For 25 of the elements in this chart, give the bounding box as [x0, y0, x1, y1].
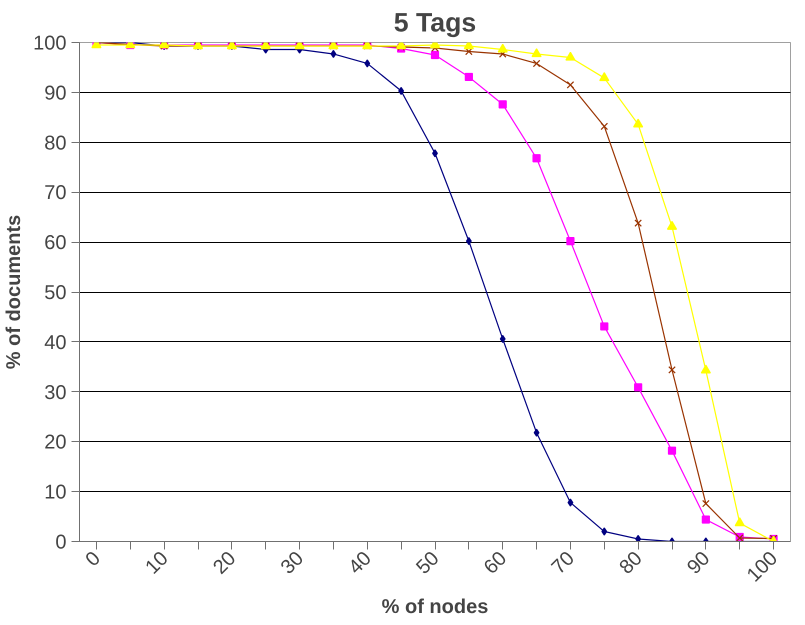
x-tick-label: 60 [480, 547, 512, 579]
y-tick-label: 70 [44, 182, 67, 204]
y-tick-label: 20 [44, 432, 67, 454]
y-tick-label: 0 [55, 532, 66, 554]
chart-title: 5 Tags [394, 8, 476, 38]
y-tick-label: 30 [44, 382, 67, 404]
y-tick-label: 50 [44, 282, 67, 304]
x-tick-label: 40 [344, 547, 376, 579]
x-axis-title: % of nodes [382, 596, 488, 618]
y-tick-label: 40 [44, 332, 67, 354]
x-tick-label: 70 [548, 547, 579, 579]
x-tick-label: 0 [81, 547, 105, 571]
y-tick-label: 90 [44, 82, 67, 104]
y-tick-label: 60 [44, 232, 67, 254]
y-axis-title: % of documents [3, 214, 26, 370]
x-tick-label: 20 [209, 547, 240, 579]
x-tick-label: 80 [615, 547, 647, 579]
x-tick-label: 90 [683, 547, 714, 579]
x-tick-label: 100 [742, 547, 782, 587]
x-tick-label: 50 [412, 547, 444, 579]
y-tick-label: 10 [44, 482, 67, 504]
y-tick-label: 80 [44, 132, 67, 154]
y-tick-label: 100 [33, 32, 67, 54]
x-tick-label: 10 [141, 547, 173, 579]
x-tick-label: 30 [276, 547, 308, 579]
